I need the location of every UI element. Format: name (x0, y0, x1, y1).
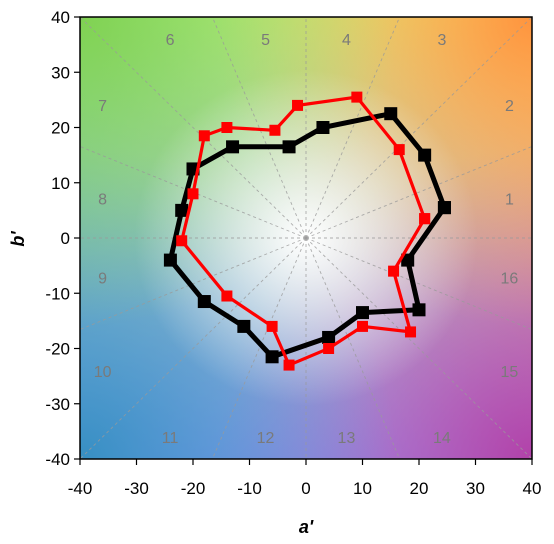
series-layer (163, 91, 451, 371)
y-tick-label: -10 (45, 284, 70, 303)
y-tick-label: -40 (45, 450, 70, 469)
series-marker (356, 306, 369, 320)
x-tick-label: -20 (181, 479, 206, 498)
y-tick-label: -20 (45, 340, 70, 359)
series-marker (401, 253, 415, 267)
x-tick-label: 30 (466, 479, 485, 498)
bin-divider (80, 145, 307, 239)
series-marker (412, 303, 426, 317)
bin-label: 13 (338, 430, 356, 447)
bin-divider (305, 237, 532, 331)
bin-label: 7 (98, 98, 107, 115)
x-tick-label: -30 (124, 479, 149, 498)
axes: -40 -30 -20 -10 0 10 20 30 40 -40 -30 -20 -10 0 10 20 30… (45, 8, 541, 498)
bin-label: 10 (94, 364, 112, 381)
series-marker (175, 203, 189, 217)
series-marker (437, 201, 451, 215)
series-marker (388, 265, 400, 277)
series-marker (393, 144, 405, 156)
y-axis-title: b' (8, 231, 28, 247)
series-marker (323, 343, 335, 354)
bin-label: 2 (505, 98, 514, 115)
y-tick-label: 10 (51, 174, 70, 193)
series-marker (292, 99, 304, 111)
bin-divider (80, 237, 307, 331)
series-marker (405, 326, 417, 338)
x-tick-label: -40 (68, 479, 93, 498)
bin-label: 5 (261, 32, 270, 49)
bin-divider (305, 237, 532, 459)
y-tick-label: 20 (51, 119, 70, 138)
series-marker (316, 121, 330, 134)
bin-divider (305, 17, 401, 239)
y-tick-label: 0 (61, 229, 70, 248)
bin-label: 12 (257, 430, 275, 447)
series-marker (266, 320, 278, 332)
y-tick-label: 40 (51, 8, 70, 27)
series-marker (221, 122, 233, 133)
series-marker (265, 350, 279, 364)
series-marker (269, 124, 281, 136)
series-marker (221, 290, 233, 302)
bin-label: 9 (98, 271, 107, 288)
series-marker (351, 91, 363, 103)
series-marker (322, 330, 336, 344)
bin-label: 3 (437, 32, 446, 49)
series-marker (418, 148, 432, 162)
bin-label: 14 (433, 430, 451, 447)
y-tick-label: -30 (45, 395, 70, 414)
bin-label: 4 (342, 32, 351, 49)
series-marker (283, 359, 295, 371)
bin-label: 1 (505, 191, 514, 208)
series-marker (282, 140, 296, 154)
x-tick-label: 40 (523, 479, 542, 498)
bin-label: 16 (501, 271, 519, 288)
bin-divider (80, 17, 307, 239)
x-tick-label: 0 (301, 479, 310, 498)
series-marker (187, 188, 199, 200)
series-marker (419, 213, 431, 225)
series-marker (176, 235, 188, 247)
bin-label: 6 (166, 32, 175, 49)
series-marker (197, 295, 211, 309)
bin-divider (305, 145, 532, 239)
x-tick-label: -10 (237, 479, 262, 498)
bin-label: 15 (501, 364, 519, 381)
bin-divider (80, 237, 307, 459)
series-marker (237, 319, 251, 333)
series-marker (384, 107, 398, 121)
bin-divider (305, 237, 401, 459)
series-marker (357, 320, 368, 332)
bin-divider (305, 17, 532, 239)
bin-label: 11 (162, 430, 179, 447)
series-marker (226, 140, 240, 154)
series-marker (163, 253, 177, 267)
y-tick-label: 30 (51, 63, 70, 82)
x-tick-label: 10 (353, 479, 372, 498)
series-marker (198, 130, 210, 142)
bin-label: 8 (98, 191, 107, 208)
bin-divider (211, 17, 307, 239)
bin-divider (211, 237, 307, 459)
x-tick-label: 20 (410, 479, 429, 498)
x-axis-title: a' (299, 517, 314, 537)
